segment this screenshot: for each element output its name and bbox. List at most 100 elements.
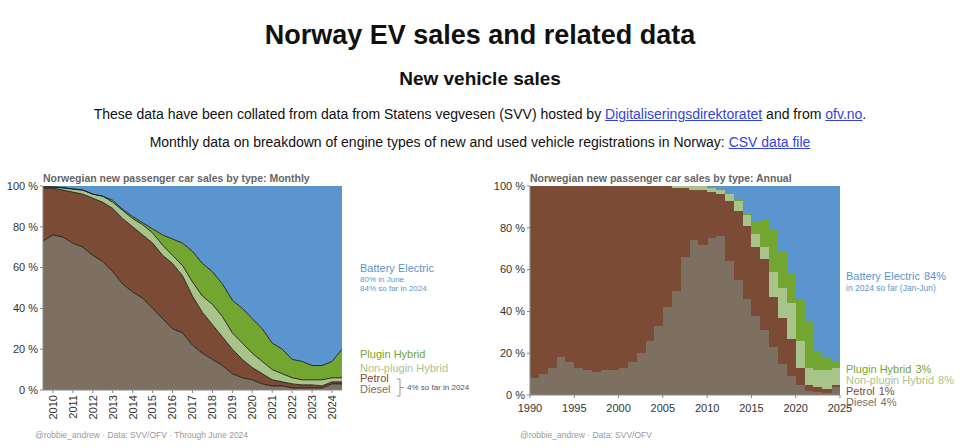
area-step <box>557 186 566 187</box>
area-step <box>760 247 769 260</box>
area-step <box>813 351 822 370</box>
x-tick-label: 2018 <box>206 395 218 419</box>
area-step <box>530 186 539 187</box>
y-tick-label: 40 % <box>13 302 38 314</box>
y-tick <box>527 353 530 354</box>
area-step <box>716 236 725 395</box>
area-step <box>548 186 557 187</box>
area-step <box>654 326 663 395</box>
area-step <box>654 186 663 187</box>
intro-text: These data have been collated from data … <box>94 106 605 122</box>
x-tick-label: 1995 <box>562 402 586 414</box>
y-tick-label: 40 % <box>500 305 525 317</box>
x-tick <box>152 390 153 393</box>
area-step <box>698 186 707 187</box>
area-step <box>663 186 672 187</box>
area-step <box>831 362 840 368</box>
legend-entry: Non-plugin Hybrid8% <box>846 374 954 386</box>
x-tick <box>312 390 313 393</box>
area-step <box>734 199 743 201</box>
area-step <box>796 186 805 299</box>
area-step <box>672 291 681 396</box>
area-step <box>663 186 672 187</box>
legend-name: Battery Electric <box>360 262 434 274</box>
y-tick-label: 60 % <box>500 263 525 275</box>
area-step <box>610 186 619 187</box>
y-tick-label: 60 % <box>13 261 38 273</box>
area-step <box>619 186 628 187</box>
legend-share: 84% <box>924 270 946 282</box>
area-step <box>707 238 716 395</box>
y-tick-label: 0 % <box>506 389 525 401</box>
link[interactable]: ofv.no <box>825 106 862 122</box>
legend-entry: Diesel <box>360 383 391 395</box>
area-step <box>831 387 840 395</box>
area-step <box>645 186 654 341</box>
area-step <box>796 299 805 341</box>
area-step <box>663 186 672 187</box>
area-step <box>787 339 796 377</box>
link[interactable]: Digitaliseringsdirektoratet <box>605 106 762 122</box>
area-step <box>672 186 681 187</box>
x-tick-label: 2023 <box>306 395 318 419</box>
x-tick <box>192 390 193 393</box>
area-step <box>592 372 601 395</box>
x-tick-label: 2005 <box>651 402 675 414</box>
x-tick <box>332 390 333 393</box>
area-step <box>734 186 743 199</box>
area-step <box>769 347 778 395</box>
x-tick <box>252 390 253 393</box>
x-tick-label: 2014 <box>127 395 139 419</box>
area-step <box>557 186 566 357</box>
credits: @robbie_andrew · Data: SVV/OFV <box>520 430 652 440</box>
area-step <box>796 385 805 395</box>
area-step <box>769 230 778 272</box>
legend-name: Plugin Hybrid <box>846 363 911 375</box>
area-step <box>831 186 840 362</box>
area-step <box>583 186 592 187</box>
area-step <box>619 186 628 368</box>
y-tick <box>527 311 530 312</box>
area-step <box>530 186 539 187</box>
boundary-line <box>43 187 342 366</box>
area-step <box>822 370 831 389</box>
area-step <box>760 186 769 219</box>
legend: Diesel4%Petrol1%Non-plugin Hybrid8%Plugi… <box>846 270 954 408</box>
legend-entry: Battery Electric84% <box>846 270 946 282</box>
area-step <box>592 186 601 187</box>
x-tick <box>574 395 575 398</box>
x-tick-label: 2020 <box>783 402 807 414</box>
area-step <box>760 259 769 330</box>
area-step <box>743 213 752 215</box>
x-tick-label: 2000 <box>606 402 630 414</box>
area-step <box>698 190 707 244</box>
link[interactable]: CSV data file <box>729 134 811 150</box>
x-tick-label: 2019 <box>226 395 238 419</box>
area-step <box>548 186 557 368</box>
area-step <box>530 378 539 395</box>
area-step <box>672 186 681 188</box>
x-tick <box>72 390 73 393</box>
area-step <box>707 192 716 238</box>
intro-line: These data have been collated from data … <box>0 104 960 124</box>
area-step <box>636 186 645 187</box>
x-tick-label: 2017 <box>186 395 198 419</box>
y-tick <box>40 186 43 187</box>
x-tick <box>840 395 841 398</box>
section-title: New vehicle sales <box>0 66 960 92</box>
area-step <box>725 186 734 194</box>
legend-note: in 2024 so far (Jan-Jun) <box>846 283 936 293</box>
area-step <box>592 186 601 187</box>
legend-note: 84% so far in 2024 <box>360 284 427 293</box>
area-step <box>557 186 566 187</box>
y-tick <box>527 269 530 270</box>
boundary-line <box>43 187 342 380</box>
intro-line: Monthly data on breakdown of engine type… <box>0 132 960 152</box>
area-step <box>813 370 822 387</box>
area-step <box>601 370 610 395</box>
area-step <box>805 391 814 395</box>
area-step <box>565 186 574 187</box>
x-tick <box>795 395 796 398</box>
area-step <box>689 240 698 395</box>
intro-text: Monthly data on breakdown of engine type… <box>150 134 729 150</box>
